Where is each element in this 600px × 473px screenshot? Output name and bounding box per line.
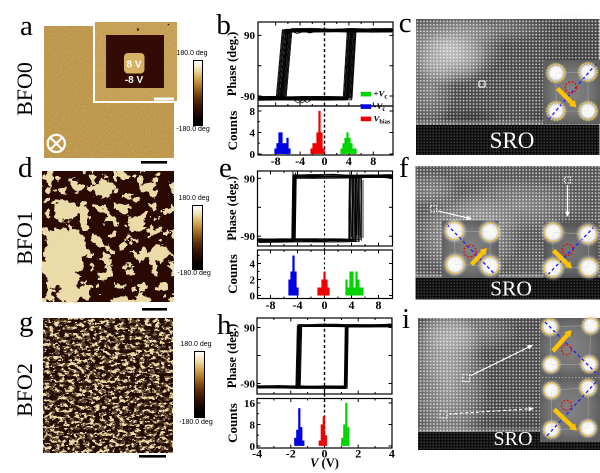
svg-text:Counts: Counts [225,111,240,151]
svg-text:16: 16 [244,398,256,410]
svg-text:0: 0 [250,291,256,303]
svg-text:Phase (deg.): Phase (deg.) [225,32,239,97]
svg-text:4: 4 [389,447,395,461]
svg-text:-90: -90 [240,91,255,103]
svg-text:4: 4 [346,154,352,168]
svg-text:90: 90 [244,174,256,186]
svg-text:Phase (deg.): Phase (deg.) [225,176,239,241]
svg-text:Counts: Counts [225,254,240,294]
svg-text:0: 0 [322,298,328,312]
svg-text:+Vc: +Vc [374,89,388,101]
svg-text:2: 2 [355,447,361,461]
svg-text:Counts: Counts [225,403,240,443]
svg-text:-8: -8 [266,298,276,312]
svg-text:-8 V: -8 V [125,75,144,86]
svg-text:-2: -2 [286,447,296,461]
svg-text:8: 8 [370,154,376,168]
svg-text:8: 8 [250,106,256,118]
svg-text:0: 0 [322,154,328,168]
svg-text:SRO: SRO [490,277,532,301]
svg-text:8: 8 [376,298,382,312]
svg-text:0: 0 [250,441,256,453]
svg-text:SRO: SRO [490,128,535,153]
svg-text:Vbias: Vbias [374,113,391,125]
svg-text:4: 4 [349,298,355,312]
svg-text:-90: -90 [240,379,255,391]
svg-text:2: 2 [250,275,256,287]
svg-text:90: 90 [244,30,256,42]
svg-text:-90: -90 [240,231,255,243]
svg-text:Phase (deg.): Phase (deg.) [225,324,239,389]
svg-text:90: 90 [244,323,256,335]
svg-text:0: 0 [322,447,328,461]
svg-text:-8: -8 [271,154,281,168]
svg-text:-Vc: -Vc [374,101,386,113]
svg-text:V (V): V (V) [310,456,339,470]
svg-text:4: 4 [250,128,256,140]
svg-text:4: 4 [250,259,256,271]
svg-text:-4: -4 [295,154,305,168]
svg-text:8 V: 8 V [126,60,141,71]
svg-text:SRO: SRO [494,428,533,450]
svg-text:-4: -4 [252,447,262,461]
svg-text:-4: -4 [293,298,303,312]
svg-text:8: 8 [250,420,256,432]
svg-text:0: 0 [250,149,256,161]
